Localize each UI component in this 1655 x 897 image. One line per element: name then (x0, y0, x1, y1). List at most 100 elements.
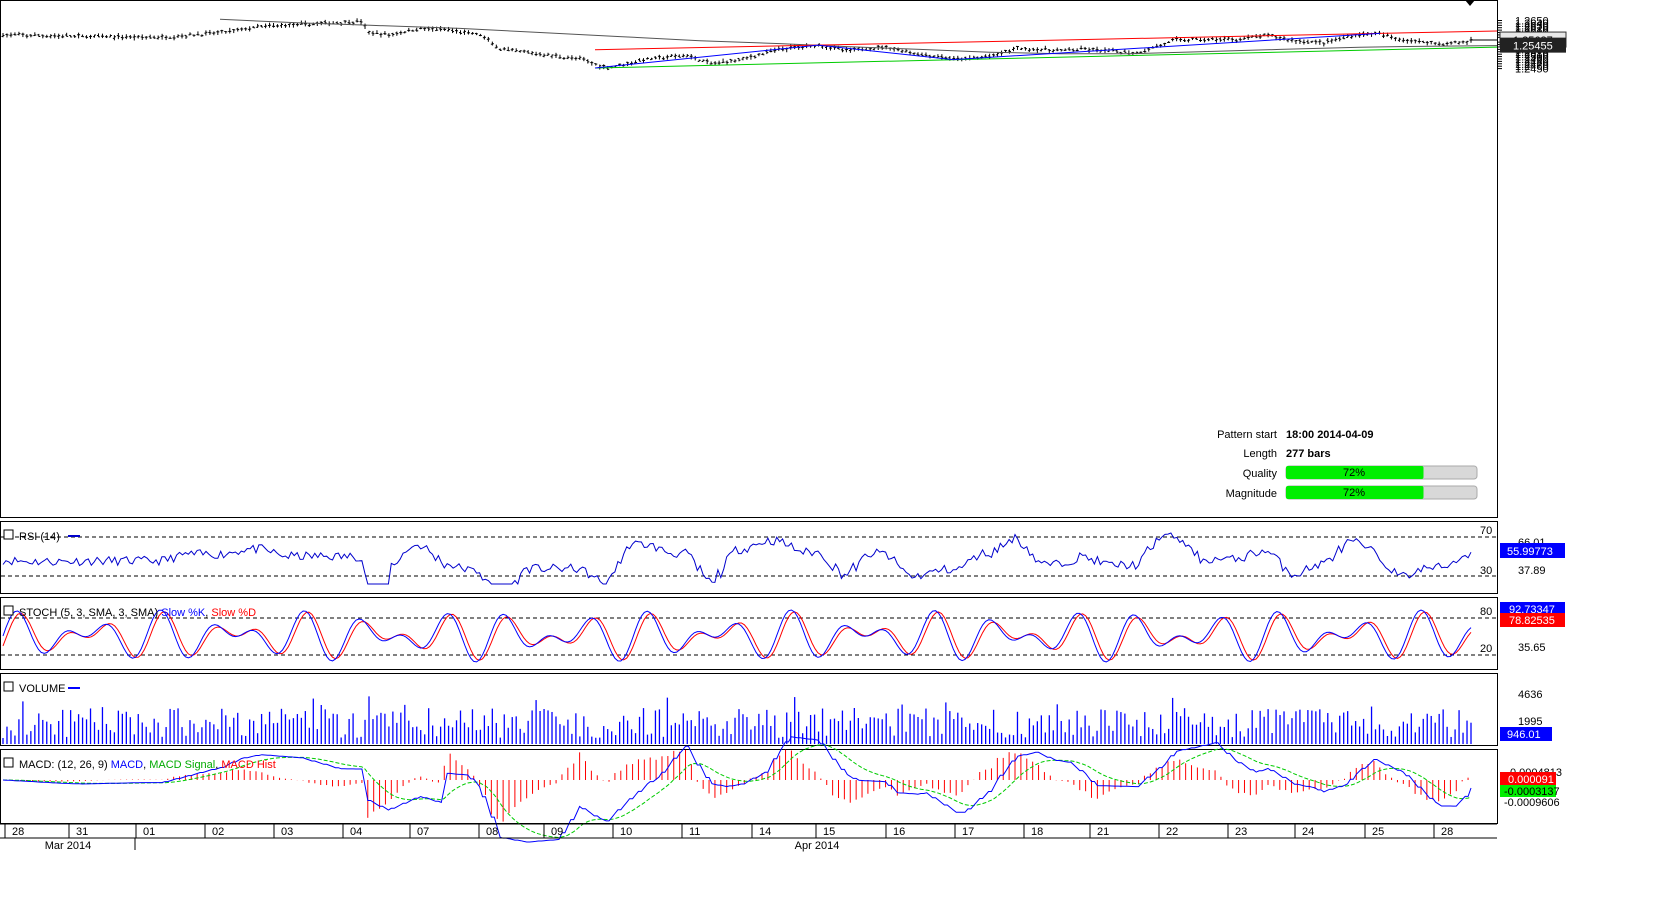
ma-value-label: 1.25455 (1513, 41, 1553, 53)
day-tick-label: 02 (212, 826, 224, 838)
rsi-title: RSI (14) (19, 531, 60, 543)
price-panel-frame (0, 0, 1498, 518)
macd-panel: MACD: (12, 26, 9) MACD, MACD Signal, MAC… (2, 736, 1562, 843)
pattern-info: Pattern start 18:00 2014-04-09 Length 27… (1217, 429, 1478, 500)
price-axis: 1.26501.26401.26301.26201.26101.26001.25… (1497, 16, 1567, 76)
candlestick-series (1, 18, 1473, 71)
month-label: Apr 2014 (795, 840, 840, 852)
volume-current-box (1500, 727, 1552, 741)
stoch-d-value: 78.82535 (1509, 615, 1555, 627)
macd-line (2, 736, 1472, 843)
day-tick-label: 01 (143, 826, 155, 838)
stoch-k-line (2, 609, 1472, 663)
length-value: 277 bars (1286, 448, 1331, 460)
macd-hist-value: 0.000091 (1508, 774, 1554, 786)
stoch-k-box (1500, 602, 1565, 615)
volume-bars (2, 696, 1472, 744)
day-tick-label: 25 (1372, 826, 1384, 838)
pattern-start-label: Pattern start (1217, 429, 1277, 441)
day-tick-label: 16 (893, 826, 905, 838)
price-tick-label: 1.2500 (1515, 52, 1549, 64)
volume-tick-low: 1995 (1518, 716, 1542, 728)
macd-signal-line (3, 744, 1472, 839)
day-tick-label: 09 (551, 826, 563, 838)
quality-value: 72% (1343, 467, 1365, 479)
magnitude-value: 72% (1343, 487, 1365, 499)
volume-tick-high: 4636 (1518, 689, 1542, 701)
lower-channel-line (594, 46, 1498, 69)
stoch-title: STOCH (5, 3, SMA, 3, SMA) Slow %K, Slow … (19, 607, 256, 619)
volume-checkbox[interactable] (3, 681, 14, 692)
stoch-d-box (1500, 613, 1565, 627)
rsi-checkbox[interactable] (3, 529, 14, 540)
rsi-current-value: 55.99773 (1507, 546, 1553, 558)
day-tick-label: 15 (823, 826, 835, 838)
magnitude-bar-fill (1286, 486, 1424, 499)
moving-average-line (219, 18, 1498, 55)
price-tick-label: 1.2480 (1515, 56, 1549, 68)
day-tick-label: 04 (350, 826, 362, 838)
upper-channel-line (594, 30, 1498, 51)
macd-line-value: -0.0003137 (1504, 786, 1560, 798)
panel-frames (0, 0, 1498, 824)
price-tick-label: 1.2630 (1515, 20, 1549, 32)
rsi-panel: RSI (14) 70 66.01 55.99773 30 37.89 (1, 525, 1565, 586)
day-tick-label: 11 (689, 826, 700, 838)
day-tick-label: 28 (1441, 826, 1453, 838)
price-tick-label: 1.2470 (1515, 59, 1549, 71)
stoch-readout-low: 35.65 (1518, 642, 1546, 654)
rsi-level-30-label: 30 (1480, 565, 1492, 577)
stoch-level-20-label: 20 (1480, 643, 1492, 655)
day-tick-label: 03 (281, 826, 293, 838)
rsi-readout-low: 37.89 (1518, 565, 1546, 577)
macd-histogram (8, 749, 1469, 822)
stoch-level-80-label: 80 (1480, 606, 1492, 618)
rsi-level-70-label: 70 (1480, 525, 1492, 537)
stoch-d-line (2, 611, 1472, 661)
price-tick-label: 1.2650 (1515, 16, 1549, 28)
month-label: Mar 2014 (45, 840, 91, 852)
volume-current-value: 946.01 (1507, 729, 1541, 741)
day-tick-label: 18 (1031, 826, 1043, 838)
length-label: Length (1243, 448, 1277, 460)
quality-bar-fill (1286, 466, 1424, 479)
price-tick-label: 1.2640 (1515, 18, 1549, 30)
ma-value-box (1500, 37, 1566, 53)
day-tick-label: 24 (1302, 826, 1314, 838)
day-tick-label: 07 (417, 826, 429, 838)
rsi-line (2, 532, 1472, 586)
magnitude-label: Magnitude (1226, 488, 1277, 500)
collapse-arrow-icon[interactable] (1465, 0, 1475, 6)
rsi-panel-frame (0, 521, 1498, 594)
macd-readout-low: -0.0009606 (1504, 797, 1560, 809)
stoch-checkbox[interactable] (3, 605, 14, 616)
day-tick-label: 21 (1097, 826, 1109, 838)
macd-hist-box (1500, 772, 1556, 786)
day-tick-label: 08 (486, 826, 498, 838)
macd-title: MACD: (12, 26, 9) MACD, MACD Signal, MAC… (19, 759, 276, 771)
quality-label: Quality (1243, 468, 1278, 480)
day-tick-label: 28 (12, 826, 24, 838)
time-axis: 28 31 01 02 03 04 07 08 09 10 11 14 15 16 17 18 21 22 23 24… (0, 823, 1497, 852)
stoch-panel-frame (0, 597, 1498, 670)
price-tick-label: 1.2460 (1515, 61, 1549, 73)
stoch-panel: STOCH (5, 3, SMA, 3, SMA) Slow %K, Slow … (1, 602, 1565, 663)
day-tick-label: 14 (759, 826, 771, 838)
day-tick-label: 10 (620, 826, 632, 838)
volume-title: VOLUME (19, 683, 65, 695)
volume-panel: VOLUME 4636 1995 946.01 (2, 681, 1552, 744)
pattern-start-value: 18:00 2014-04-09 (1286, 429, 1373, 441)
day-tick-label: 22 (1166, 826, 1178, 838)
price-tick-label: 1.2450 (1515, 64, 1549, 76)
macd-checkbox[interactable] (3, 757, 14, 768)
day-tick-label: 17 (962, 826, 974, 838)
chart-overlays (219, 18, 1498, 69)
macd-line-box (1500, 785, 1556, 797)
day-tick-label: 23 (1235, 826, 1247, 838)
rsi-current-box (1500, 543, 1565, 558)
volume-panel-frame (0, 673, 1498, 746)
price-tick-label: 1.2490 (1515, 54, 1549, 66)
pattern-zigzag-line (594, 32, 1381, 69)
day-tick-label: 31 (76, 826, 88, 838)
